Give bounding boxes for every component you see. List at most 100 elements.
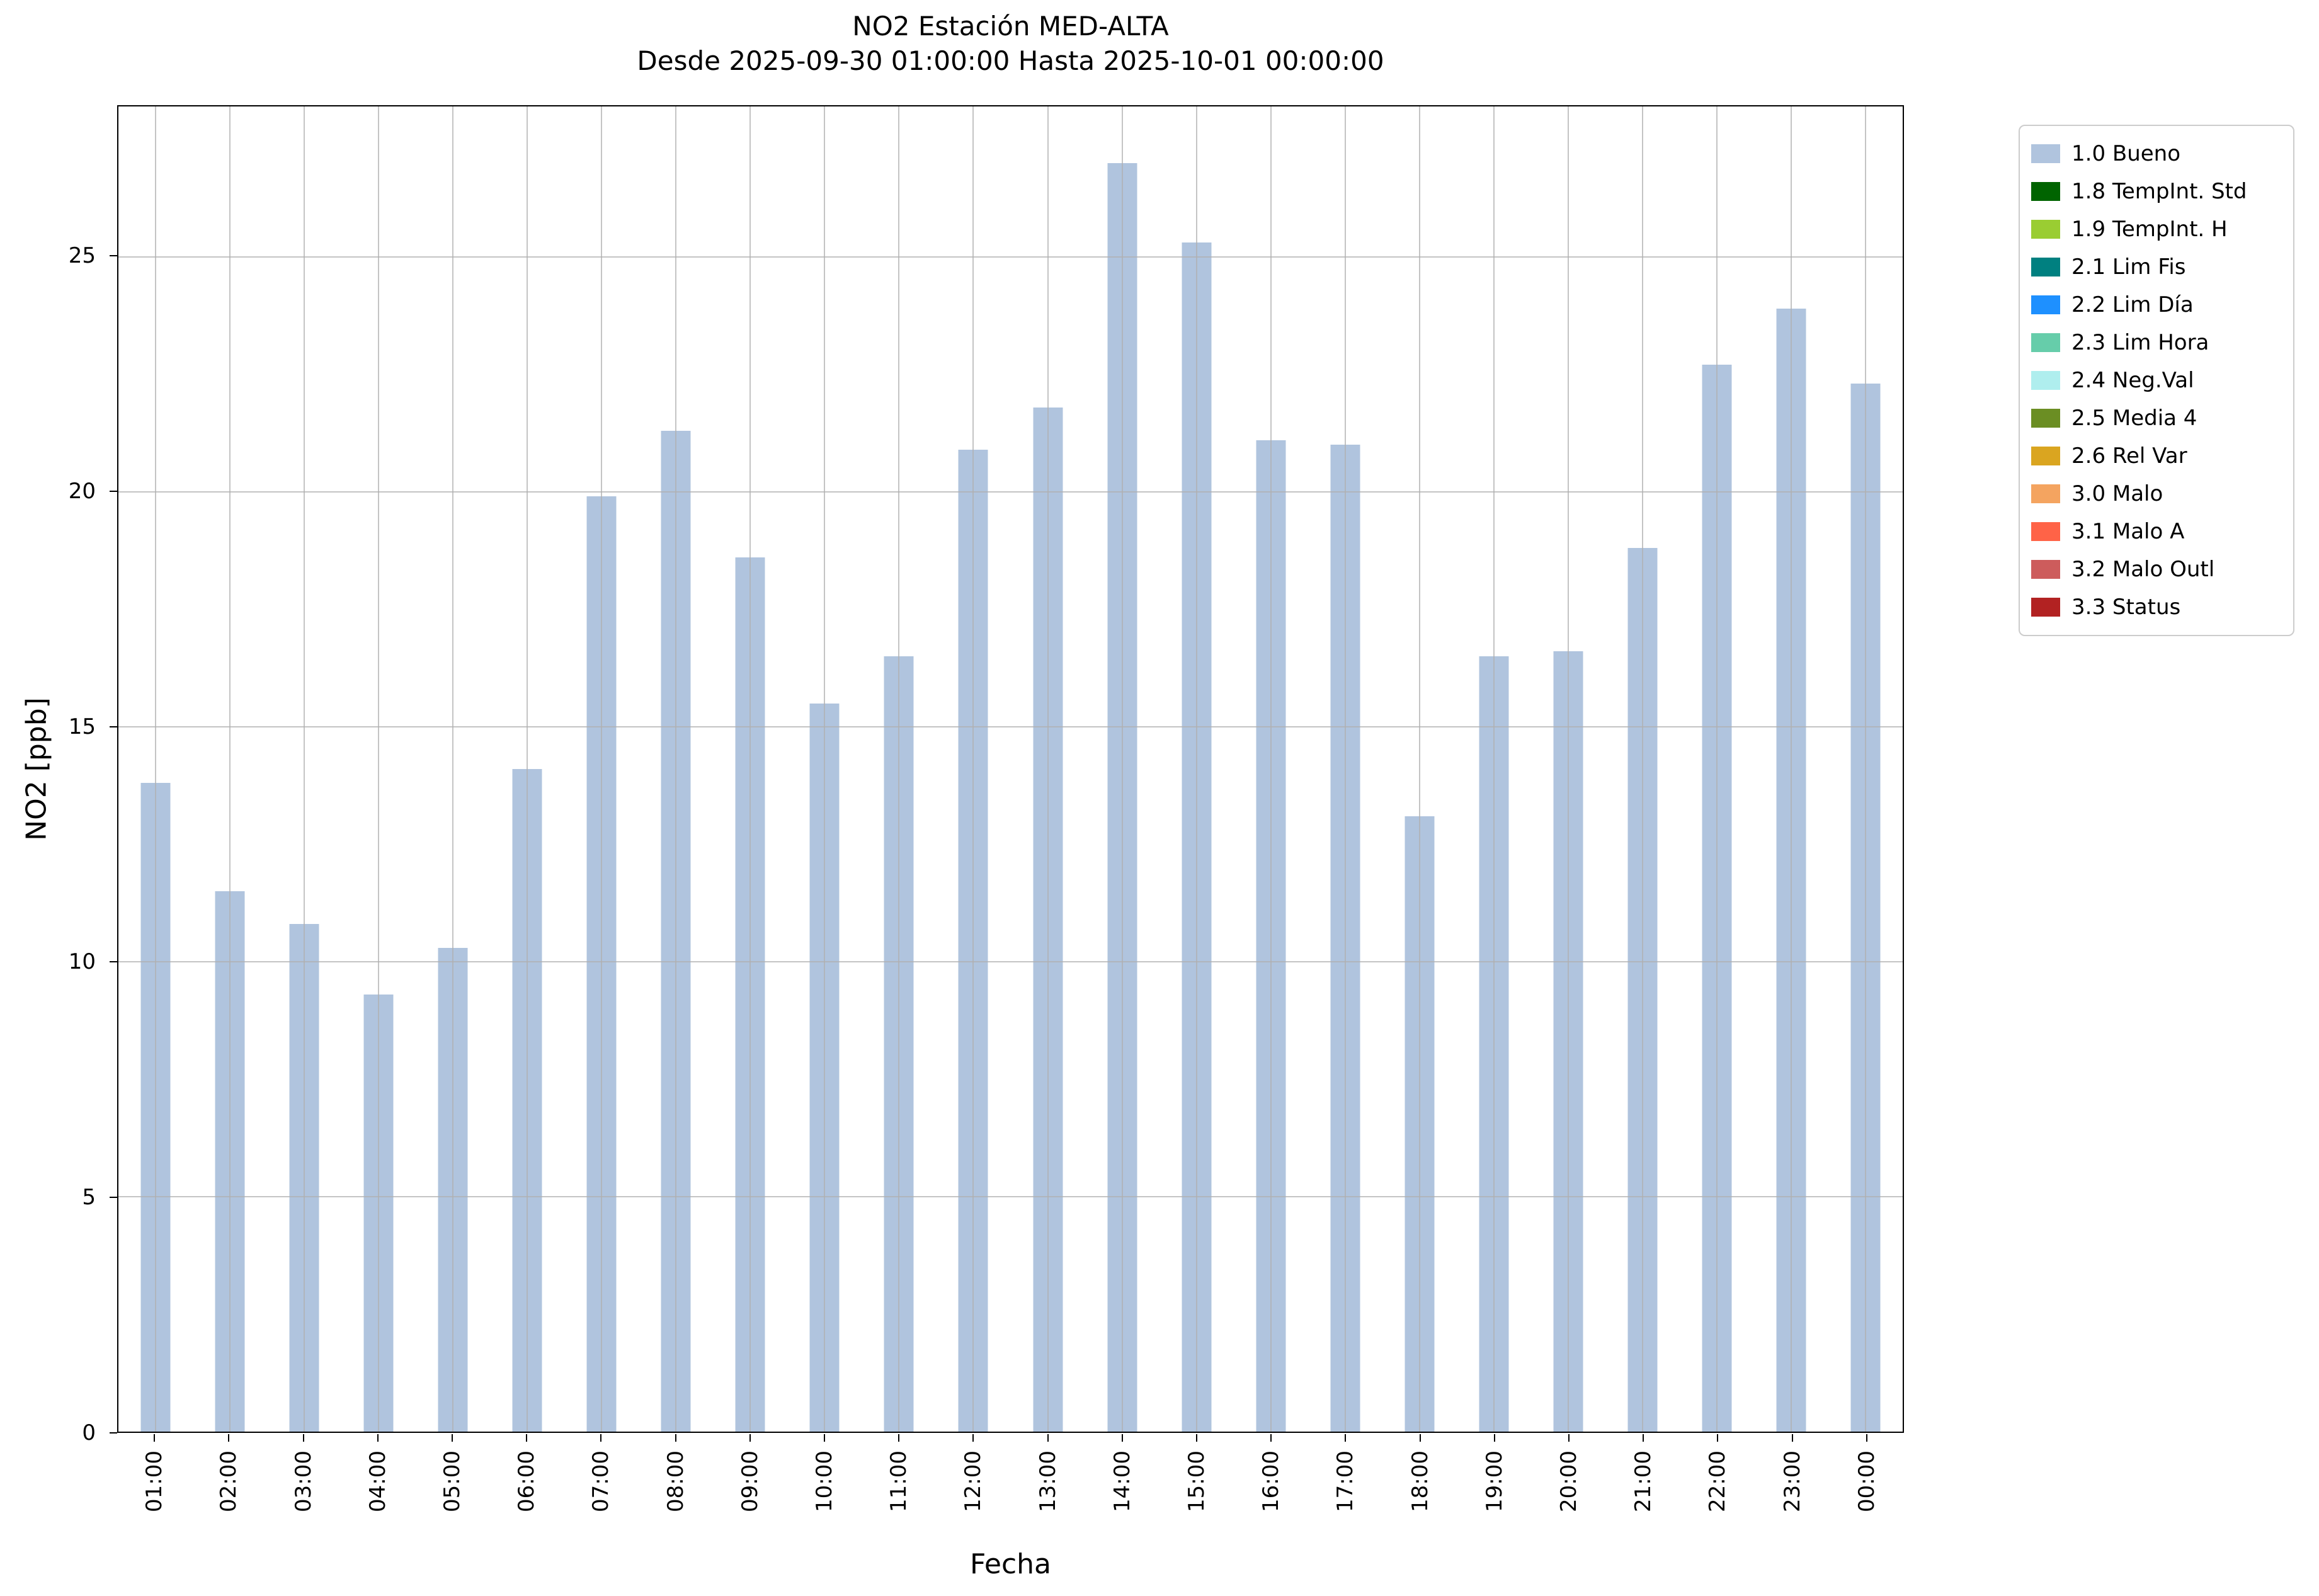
x-tick-mark [1121, 1434, 1123, 1442]
bar-21:00 [1627, 548, 1658, 1432]
chart-title-line2: Desde 2025-09-30 01:00:00 Hasta 2025-10-… [637, 45, 1384, 76]
legend-item: 3.1 Malo A [2031, 513, 2282, 550]
legend-swatch [2031, 220, 2060, 239]
legend-swatch [2031, 560, 2060, 579]
x-tick-mark [823, 1434, 825, 1442]
legend-swatch [2031, 144, 2060, 163]
x-tick-label: 01:00 [142, 1451, 168, 1512]
legend-swatch [2031, 598, 2060, 617]
x-tick-label: 11:00 [886, 1451, 912, 1512]
legend-swatch [2031, 258, 2060, 276]
y-tick-label: 10 [68, 949, 96, 975]
legend-item: 2.4 Neg.Val [2031, 362, 2282, 399]
x-axis-label: Fecha [969, 1548, 1051, 1580]
x-tick-mark [1493, 1434, 1495, 1442]
x-tick-label: 13:00 [1035, 1451, 1061, 1512]
x-tick-label: 02:00 [216, 1451, 242, 1512]
x-tick-label: 23:00 [1779, 1451, 1805, 1512]
x-tick-mark [749, 1434, 751, 1442]
legend-item-label: 2.4 Neg.Val [2071, 368, 2194, 393]
legend-item: 2.1 Lim Fis [2031, 248, 2282, 286]
legend-item-label: 2.3 Lim Hora [2071, 330, 2209, 355]
bar-02:00 [215, 891, 245, 1432]
legend-item-label: 1.9 TempInt. H [2071, 217, 2228, 242]
legend-item-label: 2.1 Lim Fis [2071, 254, 2186, 280]
x-tick-mark [377, 1434, 379, 1442]
y-tick-mark [110, 1197, 117, 1199]
x-tick-label: 05:00 [439, 1451, 465, 1512]
legend-item-label: 2.5 Media 4 [2071, 406, 2197, 431]
x-tick-label: 15:00 [1184, 1451, 1210, 1512]
x-tick-label: 06:00 [514, 1451, 540, 1512]
legend-swatch [2031, 522, 2060, 541]
legend-item: 1.8 TempInt. Std [2031, 173, 2282, 210]
x-tick-label: 19:00 [1481, 1451, 1507, 1512]
legend-item: 2.5 Media 4 [2031, 399, 2282, 437]
legend-item: 2.3 Lim Hora [2031, 324, 2282, 362]
legend-item-label: 2.6 Rel Var [2071, 443, 2187, 469]
x-tick-label: 10:00 [811, 1451, 837, 1512]
legend-item-label: 3.1 Malo A [2071, 519, 2185, 544]
x-tick-label: 20:00 [1556, 1451, 1582, 1512]
x-tick-mark [526, 1434, 528, 1442]
x-tick-label: 14:00 [1109, 1451, 1135, 1512]
y-tick-mark [110, 1432, 117, 1434]
y-tick-label: 15 [68, 714, 96, 739]
y-tick-label: 0 [82, 1420, 96, 1445]
bar-00:00 [1850, 384, 1881, 1432]
bar-09:00 [735, 557, 765, 1432]
bar-16:00 [1256, 440, 1286, 1432]
bar-13:00 [1033, 407, 1063, 1432]
legend-item-label: 3.2 Malo Outl [2071, 557, 2215, 582]
chart-title-line1: NO2 Estación MED-ALTA [852, 11, 1169, 42]
legend: 1.0 Bueno 1.8 TempInt. Std 1.9 TempInt. H 2… [2019, 125, 2294, 636]
y-tick-mark [110, 255, 117, 257]
legend-item: 2.6 Rel Var [2031, 437, 2282, 475]
y-tick-label: 5 [82, 1185, 96, 1211]
bars-layer [118, 106, 1903, 1432]
x-tick-label: 03:00 [290, 1451, 316, 1512]
bar-17:00 [1330, 445, 1360, 1432]
plot-area [117, 105, 1904, 1433]
bar-19:00 [1479, 656, 1509, 1432]
legend-swatch [2031, 484, 2060, 503]
bar-04:00 [363, 995, 394, 1432]
x-tick-mark [1643, 1434, 1644, 1442]
bar-23:00 [1776, 308, 1806, 1432]
y-tick-mark [110, 490, 117, 492]
x-tick-label: 04:00 [365, 1451, 390, 1512]
x-tick-mark [302, 1434, 304, 1442]
legend-item: 1.9 TempInt. H [2031, 210, 2282, 248]
x-tick-mark [1345, 1434, 1347, 1442]
legend-swatch [2031, 409, 2060, 428]
x-tick-label: 07:00 [588, 1451, 614, 1512]
y-tick-label: 25 [68, 243, 96, 269]
x-tick-mark [1866, 1434, 1867, 1442]
bar-22:00 [1702, 365, 1732, 1432]
bar-10:00 [809, 703, 840, 1432]
x-tick-label: 00:00 [1854, 1451, 1879, 1512]
x-tick-mark [898, 1434, 900, 1442]
x-tick-label: 22:00 [1705, 1451, 1731, 1512]
x-tick-mark [675, 1434, 676, 1442]
legend-swatch [2031, 371, 2060, 390]
x-axis-ticks: 01:00 02:00 03:00 04:00 05:00 06:00 07:00 08:00… [117, 1434, 1904, 1560]
bar-20:00 [1553, 651, 1583, 1432]
x-tick-mark [451, 1434, 453, 1442]
bar-08:00 [661, 430, 691, 1432]
x-tick-label: 09:00 [737, 1451, 763, 1512]
x-tick-label: 08:00 [663, 1451, 688, 1512]
legend-item-label: 1.8 TempInt. Std [2071, 179, 2247, 204]
legend-item-label: 1.0 Bueno [2071, 141, 2181, 166]
bar-07:00 [586, 496, 617, 1432]
bar-06:00 [512, 769, 542, 1432]
x-tick-label: 16:00 [1258, 1451, 1284, 1512]
x-tick-mark [154, 1434, 156, 1442]
x-tick-mark [972, 1434, 974, 1442]
x-tick-label: 18:00 [1407, 1451, 1433, 1512]
bar-11:00 [884, 656, 914, 1432]
y-tick-mark [110, 961, 117, 963]
bar-18:00 [1405, 816, 1435, 1432]
x-tick-mark [1419, 1434, 1421, 1442]
